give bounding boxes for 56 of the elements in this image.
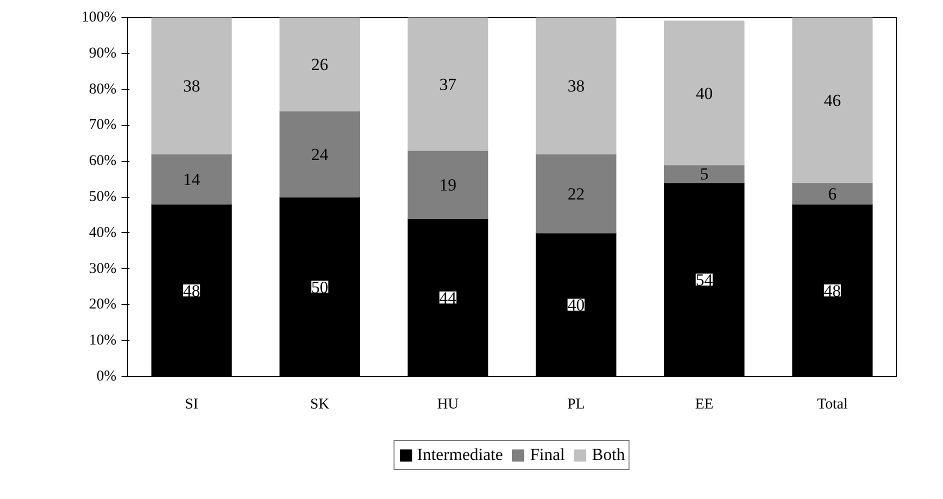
bar bbox=[408, 218, 488, 376]
y-tick-label: 40% bbox=[89, 224, 117, 241]
data-label: 54 bbox=[696, 270, 714, 290]
bar bbox=[536, 232, 616, 376]
data-label: 22 bbox=[568, 184, 585, 204]
y-tick-label: 0% bbox=[96, 368, 117, 384]
data-label: 48 bbox=[824, 281, 841, 300]
data-label: 19 bbox=[439, 175, 456, 194]
y-tick-label: 20% bbox=[89, 296, 117, 313]
y-tick-label: 100% bbox=[82, 10, 117, 26]
legend-label: Both bbox=[592, 445, 625, 465]
y-tick-label: 30% bbox=[89, 260, 117, 277]
data-label: 14 bbox=[183, 170, 201, 190]
y-tick-label: 90% bbox=[89, 45, 117, 62]
y-tick-label: 10% bbox=[89, 332, 117, 349]
data-label: 38 bbox=[568, 76, 585, 96]
data-label: 5 bbox=[700, 164, 708, 184]
bar bbox=[792, 18, 873, 184]
y-tick-label: 80% bbox=[89, 81, 117, 98]
bar bbox=[280, 196, 360, 376]
y-tick-label: 60% bbox=[89, 153, 117, 170]
bar bbox=[664, 20, 744, 166]
data-label: 50 bbox=[311, 278, 328, 297]
y-tick-label: 50% bbox=[89, 189, 117, 205]
x-tick-label: PL bbox=[567, 396, 585, 412]
data-label: 37 bbox=[439, 74, 457, 94]
data-label: 40 bbox=[568, 296, 585, 315]
bar bbox=[151, 153, 232, 205]
x-tick-label: Total bbox=[817, 396, 848, 412]
x-tick-label: HU bbox=[437, 396, 459, 412]
data-label: 46 bbox=[824, 91, 841, 110]
bar bbox=[280, 110, 360, 198]
bar bbox=[408, 150, 488, 220]
bar bbox=[792, 182, 873, 205]
x-tick-label: SI bbox=[184, 396, 198, 412]
data-label: 24 bbox=[311, 144, 329, 164]
data-label: 44 bbox=[439, 288, 457, 308]
bar bbox=[151, 204, 232, 376]
data-label: 40 bbox=[696, 84, 713, 103]
y-tick-label: 70% bbox=[89, 117, 117, 134]
bar bbox=[792, 204, 873, 376]
bar bbox=[408, 18, 488, 151]
bar bbox=[664, 182, 744, 376]
legend-label: Final bbox=[530, 445, 565, 465]
bar bbox=[536, 153, 616, 234]
data-label: 26 bbox=[311, 55, 328, 74]
bar bbox=[664, 164, 744, 184]
x-tick-label: SK bbox=[310, 396, 330, 412]
bar bbox=[151, 18, 232, 154]
data-label: 38 bbox=[183, 76, 200, 96]
x-tick-label: EE bbox=[695, 396, 714, 412]
data-label: 48 bbox=[183, 281, 200, 300]
bar bbox=[280, 18, 360, 112]
legend-label: Intermediate bbox=[417, 445, 503, 465]
data-label: 6 bbox=[828, 184, 837, 204]
bar bbox=[536, 18, 616, 154]
